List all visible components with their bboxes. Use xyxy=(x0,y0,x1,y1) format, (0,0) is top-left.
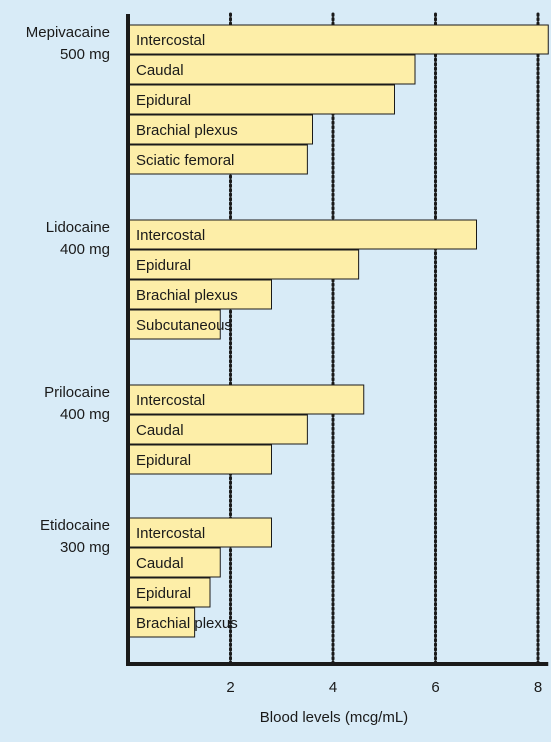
bar-lidocaine-epidural xyxy=(127,249,360,280)
bar-label: Brachial plexus xyxy=(136,287,238,304)
bar-label: Brachial plexus xyxy=(136,122,238,139)
bar-label: Epidural xyxy=(136,585,191,602)
bar-label: Epidural xyxy=(136,92,191,109)
bar-label: Subcutaneous xyxy=(136,317,232,334)
bar-label: Epidural xyxy=(136,452,191,469)
x-tick-label: 8 xyxy=(534,679,542,696)
bar-label: Caudal xyxy=(136,555,184,572)
bar-label: Epidural xyxy=(136,257,191,274)
bar-label: Brachial plexus xyxy=(136,615,238,632)
bar-mepivacaine-epidural xyxy=(127,84,395,115)
group-drug-label: Mepivacaine xyxy=(26,24,110,41)
bar-label: Sciatic femoral xyxy=(136,152,234,169)
bar-etidocaine-intercostal xyxy=(127,517,272,548)
bar-label: Caudal xyxy=(136,62,184,79)
axes: 2 4 6 8 xyxy=(126,14,549,696)
group-drug-label: Prilocaine xyxy=(44,384,110,401)
bar-mepivacaine-sciatic-femoral xyxy=(127,144,308,175)
bar-label: Intercostal xyxy=(136,392,205,409)
x-tick-label: 2 xyxy=(226,679,234,696)
bar-label: Intercostal xyxy=(136,32,205,49)
group-labels: Mepivacaine 500 mg Lidocaine 400 mg Prilocai… xyxy=(26,24,110,556)
x-tick-label: 6 xyxy=(431,679,439,696)
bar-etidocaine-brachial-plexus xyxy=(127,607,196,638)
bar-etidocaine-epidural xyxy=(127,577,211,608)
bar-label: Intercostal xyxy=(136,227,205,244)
bar-prilocaine-epidural xyxy=(127,444,272,475)
group-dose-label: 300 mg xyxy=(60,539,110,556)
group-dose-label: 400 mg xyxy=(60,241,110,258)
bar-lidocaine-intercostal xyxy=(127,219,477,250)
x-tick-label: 4 xyxy=(329,679,337,696)
bar-mepivacaine-brachial-plexus xyxy=(127,114,313,145)
bar-label: Intercostal xyxy=(136,525,205,542)
x-axis-title: Blood levels (mcg/mL) xyxy=(260,709,408,726)
bar-mepivacaine-caudal xyxy=(127,54,416,85)
bar-etidocaine-caudal xyxy=(127,547,221,578)
group-drug-label: Lidocaine xyxy=(46,219,110,236)
group-drug-label: Etidocaine xyxy=(40,517,110,534)
group-dose-label: 500 mg xyxy=(60,46,110,63)
bars: Intercostal Caudal Epidural Brachial plexus… xyxy=(127,24,549,638)
group-dose-label: 400 mg xyxy=(60,406,110,423)
bar-label: Caudal xyxy=(136,422,184,439)
